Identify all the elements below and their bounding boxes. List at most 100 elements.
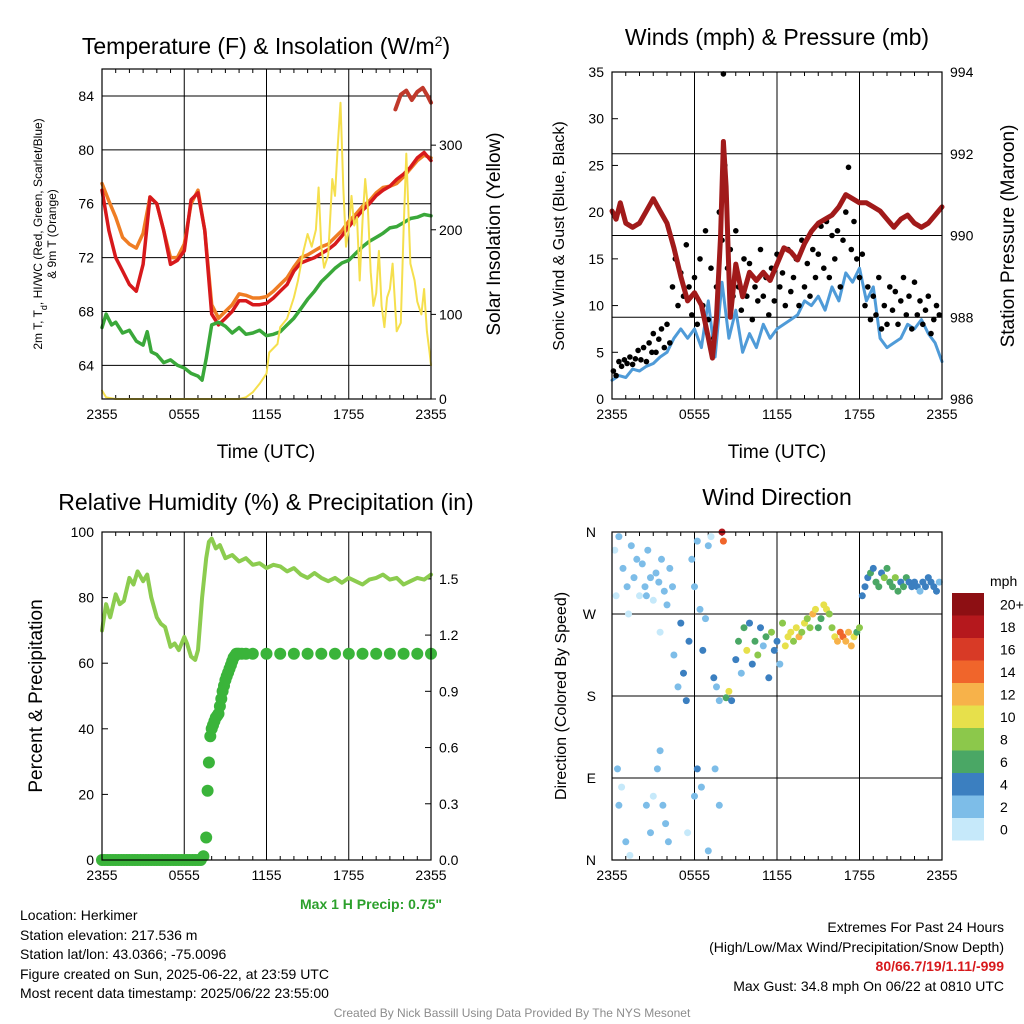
wdir-point [737,669,745,677]
wdir-point [875,583,883,591]
wdir-point [746,619,753,627]
wdir-point [612,592,620,600]
rh-ytick-right-label: 0.6 [439,740,459,756]
wdir-point [828,624,836,632]
wdir-point [674,683,682,691]
rh-ytick-label: 60 [78,655,94,671]
wdir-point [725,687,733,695]
temp-title-end: ) [442,33,450,59]
precip-point [201,784,214,797]
winds-gust-point [821,265,827,272]
wdir-point [916,587,924,595]
winds-gust-point [881,302,888,309]
winds-gust-point [796,302,802,309]
rh-ylabel-left: Percent & Precipitation [26,599,47,792]
wdir-point [669,583,676,591]
wdir-point [704,847,712,855]
winds-gust-point [755,298,761,304]
winds-panel: 2355 0555 1155 1755 235505101520253035986988… [551,24,1019,463]
wdir-point [641,583,649,591]
wdir-point [754,651,762,659]
winds-ytick-label: 30 [588,111,604,127]
rh-ytick-label: 20 [78,786,94,802]
wdir-point [935,578,943,586]
winds-xlabel: Time (UTC) [728,442,827,463]
temp-ytick-right-label: 300 [439,137,463,153]
extremes-subtitle: (High/Low/Max Wind/Precipitation/Snow De… [709,938,1004,955]
wdir-point [825,610,833,618]
wdir-point [713,683,720,691]
wdir-point [894,587,902,595]
winds-gust-point [826,274,833,281]
winds-ytick-label: 0 [596,391,604,407]
wdir-point [704,542,712,550]
latlon-text: Station lat/lon: 43.0366; -75.0096 [20,946,227,962]
wdir-point [677,619,685,627]
wdir-ytick-label: S [587,688,596,704]
precip-point [397,647,410,660]
winds-gust-point [629,361,636,368]
winds-gust-point [807,293,813,300]
temp-panel: 2355 0555 1155 1755 2355 64 68 72 76 80 84 0 100 200 3… [31,33,505,463]
winds-gust-point [616,358,622,365]
wdir-point [619,564,627,572]
winds-gust-point [936,312,943,318]
wdir-point [699,646,707,654]
winds-pressure-line [609,139,945,361]
winds-gust-point [845,164,852,171]
winds-gust-point [649,349,655,356]
winds-gust-point [931,316,937,323]
winds-frame [611,71,943,400]
winds-gust-point [851,218,857,225]
wdir-point [670,651,678,659]
credit-text: Created By Nick Bassill Using Data Provi… [333,1006,691,1020]
rh-panel: 2355 0555 1155 1755 23550204060801000.00.30.… [26,489,474,883]
winds-ylabel-left: Sonic Wind & Gust (Blue, Black) [551,121,568,350]
created-text: Figure created on Sun, 2025-06-22, at 23… [20,965,329,982]
winds-gust-point [854,256,860,262]
wdir-point [728,697,736,705]
wdir-point [614,765,621,773]
wdir-point [630,574,638,582]
wdir-point [660,587,668,595]
colorbar-label: 14 [1000,664,1016,680]
winds-gust-point [884,321,890,328]
wdir-point [861,583,869,591]
wdir-point [711,765,719,773]
wdir-point [842,637,850,645]
wdir-point [781,642,789,650]
winds-ylabel-right: Station Pressure (Maroon) [998,125,1019,348]
wdir-point [663,601,671,609]
winds-gust-point [686,284,692,290]
precip-point [342,647,355,660]
winds-ytick-right-label: 994 [950,64,974,80]
winds-gust-point [887,284,893,290]
precip-point [383,647,396,660]
winds-gust-point [922,307,929,314]
wdir-point [834,637,841,645]
winds-gust-point [640,344,647,351]
wdir-point [682,697,690,705]
wdir-point [649,792,657,800]
winds-gust-point [653,349,659,356]
wdir-point [787,628,795,636]
temp-title: Temperature (F) & Insolation (W/m2) [82,33,450,59]
colorbar-label: 0 [1000,821,1008,837]
winds-gust-point [873,312,879,318]
winds-gust-point [613,372,619,379]
winds-gust-point [749,316,756,323]
winds-gust-point [843,209,849,215]
winds-gust-point [683,242,690,248]
winds-gust-point [618,363,625,370]
winds-gust-point [656,336,662,343]
temp-ytick-right-label: 0 [439,391,447,407]
wdir-point [622,838,630,846]
winds-gust-point [632,356,639,362]
winds-gust-point [837,284,844,290]
rh-title: Relative Humidity (%) & Precipitation (i… [58,489,473,515]
winds-xtick-label: 1155 [762,406,792,422]
wdir-point [806,624,814,632]
wdir-point [883,564,891,572]
